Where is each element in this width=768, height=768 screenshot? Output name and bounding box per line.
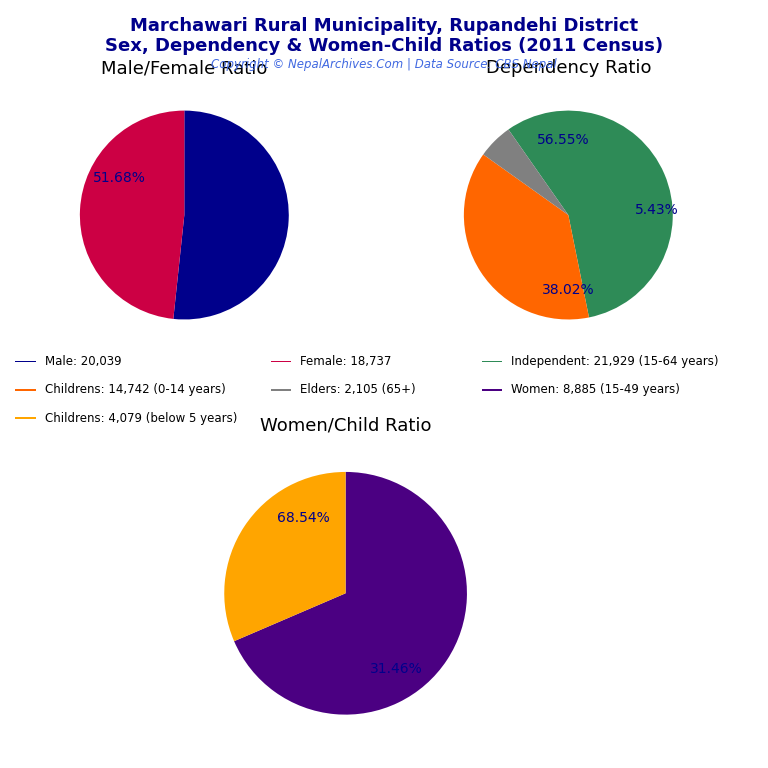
Text: Copyright © NepalArchives.Com | Data Source: CBS Nepal: Copyright © NepalArchives.Com | Data Sou…: [211, 58, 557, 71]
Wedge shape: [508, 111, 673, 317]
Text: 5.43%: 5.43%: [635, 203, 679, 217]
Text: Male: 20,039: Male: 20,039: [45, 355, 121, 368]
Text: 38.02%: 38.02%: [542, 283, 594, 297]
Wedge shape: [464, 154, 589, 319]
Bar: [271, 361, 291, 362]
Title: Women/Child Ratio: Women/Child Ratio: [260, 416, 432, 435]
Text: 31.46%: 31.46%: [370, 661, 423, 676]
Bar: [482, 389, 502, 391]
Text: 56.55%: 56.55%: [537, 133, 589, 147]
Text: Sex, Dependency & Women-Child Ratios (2011 Census): Sex, Dependency & Women-Child Ratios (20…: [105, 37, 663, 55]
Title: Dependency Ratio: Dependency Ratio: [485, 59, 651, 78]
Wedge shape: [80, 111, 184, 319]
Wedge shape: [234, 472, 467, 714]
Text: 68.54%: 68.54%: [276, 511, 329, 525]
Text: Elders: 2,105 (65+): Elders: 2,105 (65+): [300, 383, 416, 396]
Bar: [15, 361, 35, 362]
Text: Independent: 21,929 (15-64 years): Independent: 21,929 (15-64 years): [511, 355, 719, 368]
Text: Childrens: 4,079 (below 5 years): Childrens: 4,079 (below 5 years): [45, 412, 237, 425]
Bar: [15, 389, 35, 391]
Wedge shape: [224, 472, 346, 641]
Text: Female: 18,737: Female: 18,737: [300, 355, 392, 368]
Bar: [271, 389, 291, 391]
Text: Women: 8,885 (15-49 years): Women: 8,885 (15-49 years): [511, 383, 680, 396]
Text: 48.32%: 48.32%: [212, 252, 265, 266]
Text: 51.68%: 51.68%: [93, 171, 146, 186]
Text: Childrens: 14,742 (0-14 years): Childrens: 14,742 (0-14 years): [45, 383, 225, 396]
Title: Male/Female Ratio: Male/Female Ratio: [101, 59, 267, 78]
Bar: [482, 361, 502, 362]
Text: Marchawari Rural Municipality, Rupandehi District: Marchawari Rural Municipality, Rupandehi…: [130, 17, 638, 35]
Bar: [15, 417, 35, 419]
Wedge shape: [174, 111, 289, 319]
Wedge shape: [483, 130, 568, 215]
